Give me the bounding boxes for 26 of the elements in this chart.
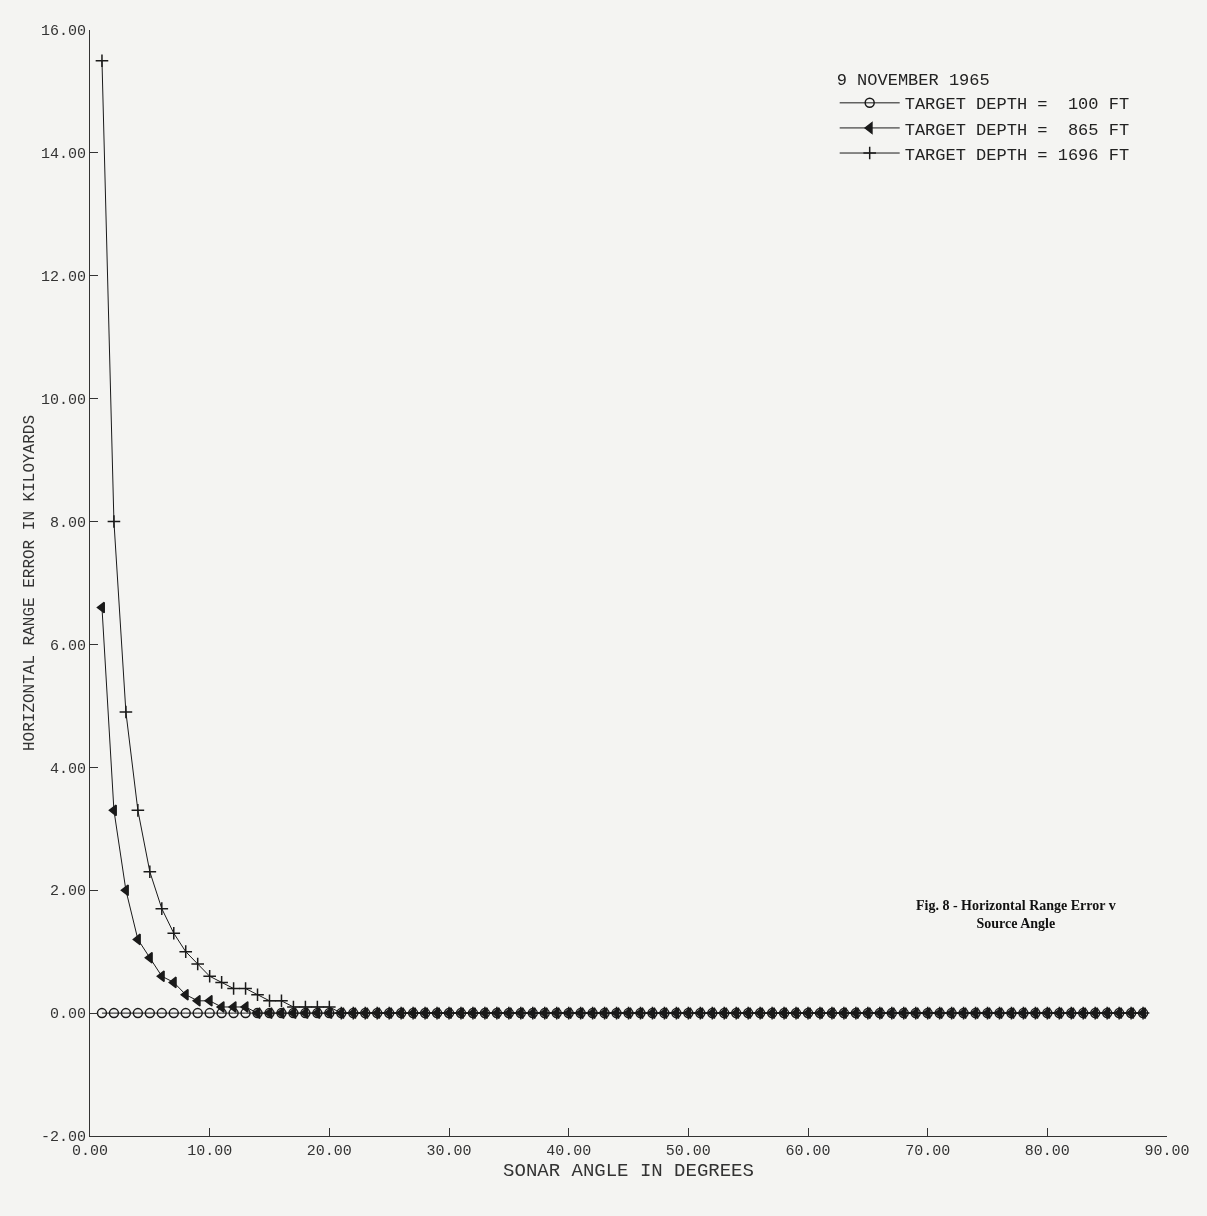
x-axis-title: SONAR ANGLE IN DEGREES	[503, 1160, 754, 1182]
legend-title: 9 NOVEMBER 1965	[836, 71, 990, 91]
legend-label: TARGET DEPTH = 1696 FT	[904, 145, 1130, 165]
x-tick-label: 40.00	[546, 1143, 592, 1160]
y-tick-label: 2.00	[49, 883, 86, 901]
x-tick-label: 90.00	[1144, 1143, 1190, 1160]
x-tick-label: 0.00	[71, 1143, 109, 1160]
y-tick-label: 6.00	[49, 637, 86, 655]
x-tick-label: 50.00	[665, 1143, 711, 1160]
y-tick-label: 8.00	[49, 514, 86, 532]
x-tick-label: 60.00	[785, 1143, 831, 1160]
y-tick-label: 12.00	[40, 269, 86, 287]
legend-label: TARGET DEPTH = 865 FT	[904, 120, 1130, 140]
x-tick-label: 10.00	[187, 1143, 233, 1160]
y-tick-label: 10.00	[40, 391, 86, 409]
y-tick-label: 14.00	[40, 146, 86, 164]
legend-label: TARGET DEPTH = 100 FT	[904, 95, 1130, 115]
annotation: Fig. 8 - Horizontal Range Error v Source Angle	[916, 898, 1116, 932]
y-tick-label: 16.00	[40, 23, 86, 41]
y-axis-title: HORIZONTAL RANGE ERROR IN KILOYARDS	[20, 414, 39, 752]
x-tick-label: 70.00	[905, 1143, 951, 1160]
x-tick-label: 80.00	[1024, 1143, 1070, 1160]
x-tick-label: 20.00	[306, 1143, 352, 1160]
x-tick-label: 30.00	[426, 1143, 472, 1160]
y-tick-label: 0.00	[49, 1006, 86, 1024]
y-tick-label: 4.00	[49, 760, 86, 778]
